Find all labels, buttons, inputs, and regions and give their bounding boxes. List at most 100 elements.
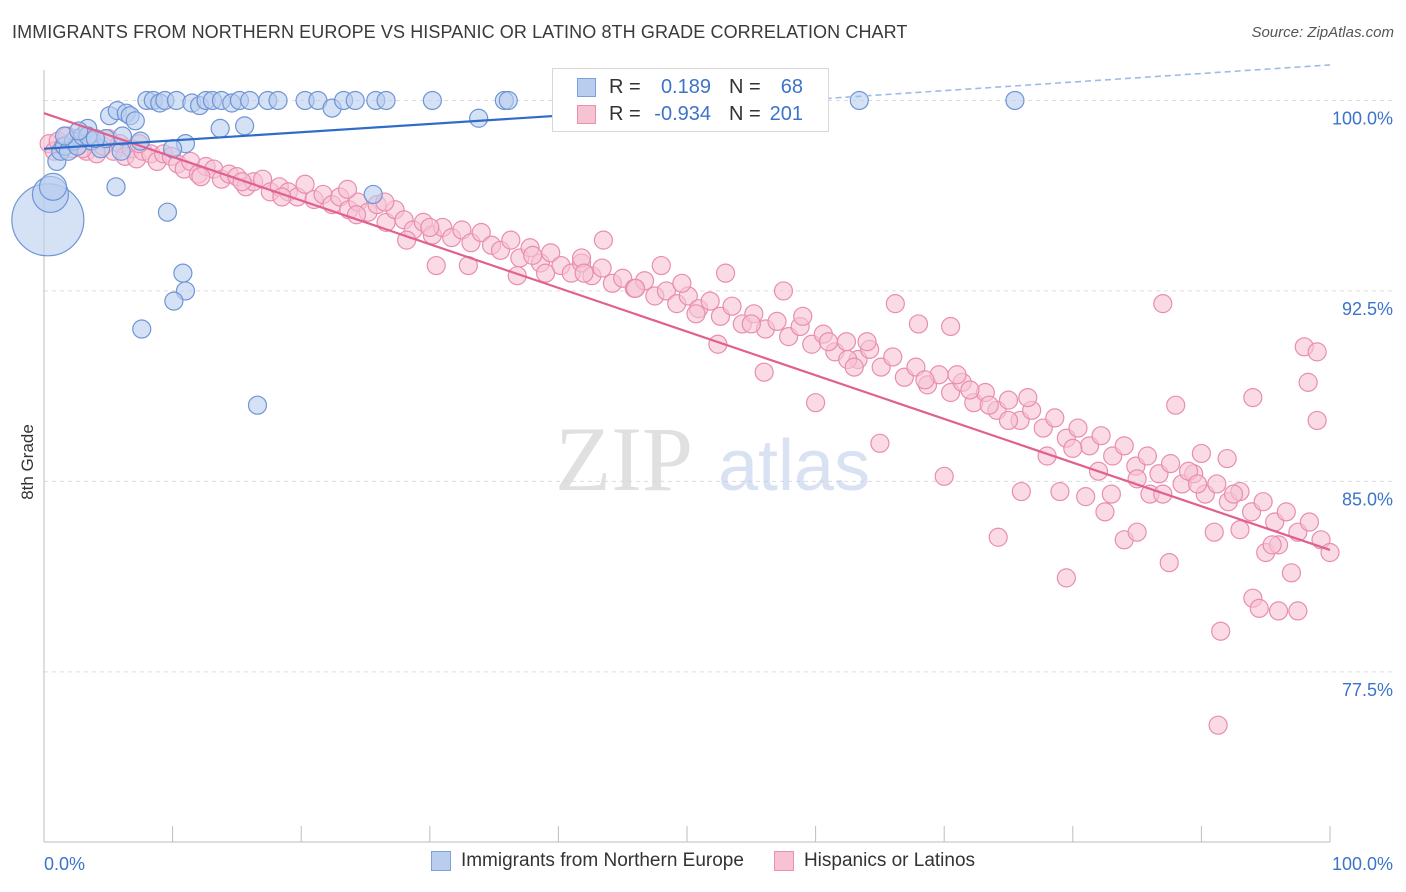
data-point-blue (376, 90, 396, 111)
data-point-pink (1166, 395, 1186, 415)
data-point-pink (346, 205, 367, 225)
data-point-pink (947, 365, 967, 385)
data-point-pink (818, 332, 839, 352)
data-point-pink (501, 230, 521, 250)
chart-title: IMMIGRANTS FROM NORTHERN EUROPE VS HISPA… (12, 22, 908, 42)
x-tick-label: 0.0% (44, 854, 85, 874)
y-tick-label: 92.5% (1342, 299, 1393, 319)
data-point-pink (1191, 443, 1212, 464)
data-point-pink (700, 291, 720, 311)
data-point-pink (1217, 448, 1237, 469)
n-value: 201 (769, 102, 803, 125)
data-point-pink (1230, 520, 1250, 540)
data-point-pink (870, 433, 890, 453)
data-point-pink (722, 296, 742, 316)
data-point-pink (988, 527, 1008, 547)
data-point-pink (507, 266, 527, 286)
data-point-pink (426, 255, 446, 276)
data-point-pink (232, 172, 252, 192)
data-point-pink (998, 390, 1019, 410)
data-point-blue (268, 90, 288, 111)
data-point-pink (337, 179, 358, 199)
data-point-pink (1137, 446, 1157, 466)
data-point-pink (1101, 484, 1121, 504)
legend-label-blue: Immigrants from Northern Europe (460, 850, 744, 871)
trend-line-blue-extension (815, 64, 1331, 101)
data-point-pink (979, 395, 999, 415)
data-point-pink (1063, 438, 1083, 458)
data-point-pink (523, 245, 543, 265)
data-point-pink (295, 174, 315, 194)
data-point-pink (773, 281, 794, 301)
r-value: 0.189 (660, 75, 711, 98)
data-point-pink (1204, 522, 1224, 542)
data-point-pink (1159, 553, 1179, 573)
n-label: N = (729, 102, 761, 125)
data-point-pink (1307, 342, 1327, 362)
data-point-pink (1091, 426, 1111, 446)
stats-row-blue: R = 0.189 N = 68 (553, 73, 828, 101)
data-point-blue (38, 172, 68, 201)
data-point-blue (363, 184, 383, 205)
data-point-pink (1298, 372, 1318, 392)
data-point-blue (240, 90, 260, 111)
data-point-pink (1208, 715, 1228, 735)
data-point-pink (1288, 601, 1308, 621)
data-point-pink (1076, 487, 1096, 507)
r-label: R = (609, 102, 641, 125)
r-label: R = (609, 75, 641, 98)
data-point-pink (805, 393, 826, 413)
data-point-pink (1050, 481, 1070, 502)
data-point-pink (908, 314, 929, 334)
data-point-pink (672, 273, 692, 293)
legend-swatch-blue (430, 851, 451, 871)
data-point-pink (1056, 568, 1076, 588)
legend-swatch-pink (773, 851, 794, 871)
legend-item-pink[interactable]: Hispanics or Latinos (773, 850, 975, 872)
data-point-pink (1262, 535, 1282, 555)
data-point-pink (1011, 481, 1031, 502)
data-point-pink (836, 332, 857, 352)
legend-item-blue[interactable]: Immigrants from Northern Europe (430, 850, 744, 872)
data-point-blue (469, 108, 489, 128)
data-point-pink (1281, 563, 1302, 583)
data-point-pink (1299, 512, 1320, 532)
data-point-pink (857, 332, 877, 352)
data-point-blue (345, 90, 365, 111)
data-point-blue (157, 202, 178, 222)
data-point-blue (849, 90, 869, 111)
data-point-pink (1018, 387, 1038, 408)
r-value: -0.934 (654, 102, 711, 125)
data-point-pink (1068, 418, 1088, 438)
data-point-pink (574, 263, 594, 283)
data-point-pink (998, 410, 1019, 431)
data-point-pink (686, 304, 706, 324)
blue-series (11, 90, 1025, 415)
data-point-pink (592, 258, 612, 278)
data-point-pink (1095, 502, 1115, 522)
data-point-blue (173, 263, 193, 283)
data-point-pink (471, 222, 491, 243)
data-point-pink (1249, 598, 1269, 618)
data-point-pink (1114, 436, 1134, 456)
data-point-pink (656, 281, 677, 301)
data-point-pink (844, 357, 864, 377)
data-point-pink (625, 278, 646, 298)
data-point-blue (132, 319, 152, 339)
data-point-pink (593, 230, 614, 250)
x-tick-labels: 0.0% 100.0% (44, 854, 1393, 874)
data-point-pink (535, 263, 556, 283)
data-point-pink (960, 380, 980, 400)
data-point-blue (164, 291, 184, 311)
data-point-pink (1207, 474, 1227, 494)
data-point-pink (1320, 542, 1340, 563)
y-tick-label: 85.0% (1342, 489, 1393, 509)
data-point-blue (247, 395, 268, 415)
data-point-pink (767, 311, 787, 332)
data-point-pink (1045, 408, 1065, 428)
x-tick-label: 100.0% (1332, 854, 1393, 874)
data-point-pink (941, 316, 961, 337)
pink-swatch (577, 104, 596, 124)
data-point-pink (420, 217, 440, 238)
